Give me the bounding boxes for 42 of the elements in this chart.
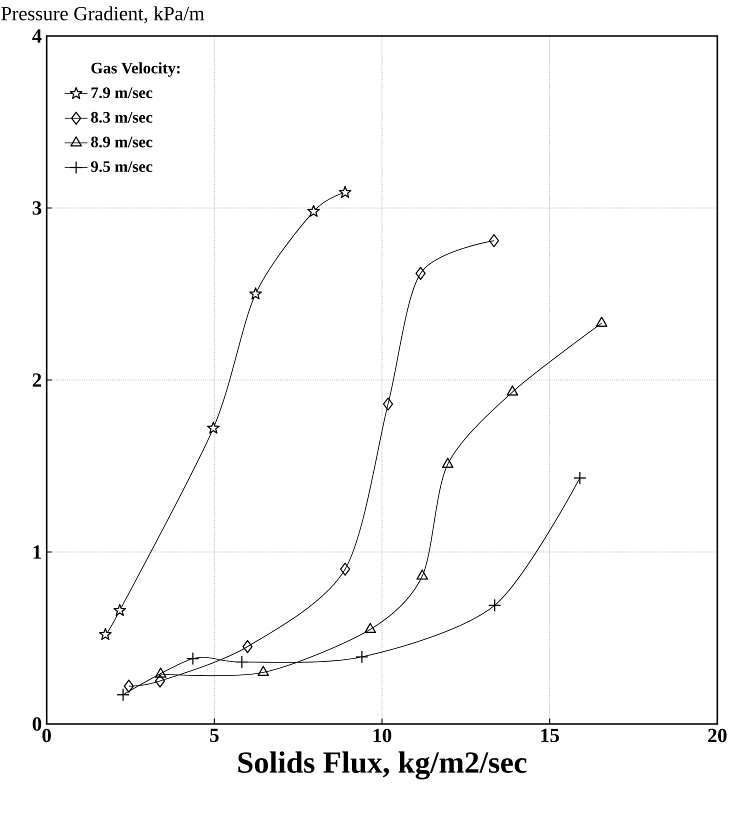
y-tick-label: 4: [32, 29, 42, 43]
point: [235, 655, 248, 669]
legend-label: 7.9 m/sec: [92, 87, 152, 98]
point: [258, 666, 270, 676]
legend-label: 9.5 m/sec: [91, 161, 152, 172]
x-tick-label: 10: [374, 728, 392, 742]
point: [506, 385, 518, 396]
y-tick-label: 1: [34, 545, 41, 559]
point: [416, 569, 428, 580]
point: [355, 650, 368, 664]
point: [242, 640, 253, 654]
point: [382, 397, 394, 411]
point: [442, 458, 454, 468]
x-tick-label: 5: [210, 728, 219, 742]
point: [113, 604, 126, 616]
y-tick-label: 2: [32, 373, 42, 387]
point: [573, 471, 586, 485]
point: [124, 680, 134, 693]
y-tick-label: 0: [32, 717, 42, 731]
x-axis-title: Solids Flux, kg/m2/sec: [238, 751, 527, 780]
legend-label: 8.9 m/sec: [91, 136, 152, 148]
x-tick-label: 20: [708, 728, 727, 742]
legend-title: Gas Velocity:: [91, 62, 180, 77]
y-tick-label: 3: [32, 201, 42, 215]
point: [307, 204, 320, 217]
point: [186, 652, 200, 666]
legend-label: 8.3 m/sec: [91, 112, 152, 123]
point: [596, 316, 608, 327]
point: [154, 668, 166, 678]
point: [488, 598, 502, 612]
point: [99, 628, 112, 640]
point: [364, 622, 376, 633]
point: [249, 287, 262, 300]
x-tick-label: 15: [541, 728, 559, 742]
point: [338, 186, 352, 198]
x-tick-label: 0: [42, 728, 51, 742]
point: [488, 234, 500, 248]
y-axis-title: Pressure Gradient, kPa/m: [1, 6, 204, 24]
point: [207, 422, 220, 434]
point: [415, 266, 426, 280]
point: [340, 562, 350, 576]
point: [116, 688, 130, 702]
